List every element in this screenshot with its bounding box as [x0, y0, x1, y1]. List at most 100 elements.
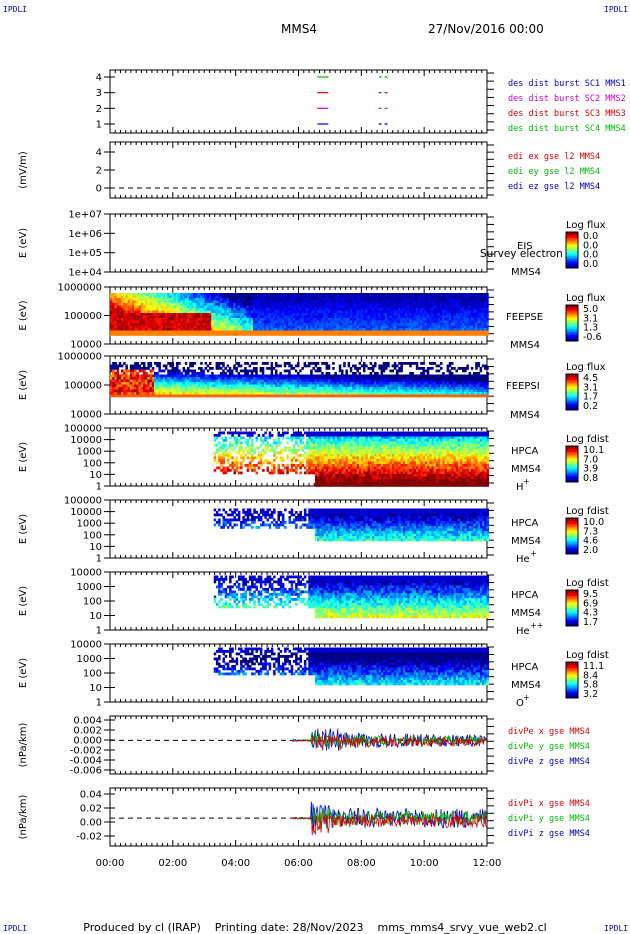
colorbar-swatch	[566, 591, 578, 594]
colorbar-swatch	[566, 311, 578, 313]
colorbar-swatch	[566, 399, 578, 402]
y-axis-label: E (eV)	[18, 300, 29, 330]
instrument-label: FEEPSE	[506, 312, 543, 323]
y-tick-label: 100000	[64, 311, 102, 322]
spectrogram	[213, 647, 489, 686]
colorbar-swatch	[566, 336, 578, 339]
colorbar-swatch	[566, 678, 578, 681]
colorbar-swatch	[566, 608, 578, 610]
y-tick-label: -0.004	[70, 756, 102, 767]
time-series-line	[292, 734, 487, 751]
colorbar-title: Log fdist	[566, 434, 609, 445]
colorbar-swatch	[566, 459, 578, 462]
y-tick-label: 0.000	[73, 736, 102, 747]
y-axis-label: E (eV)	[18, 370, 29, 400]
colorbar-swatch	[566, 309, 578, 312]
y-axis-label: E (eV)	[18, 586, 29, 616]
colorbar-swatch	[566, 338, 578, 340]
colorbar-swatch	[566, 235, 578, 237]
colorbar-tick-label: 3.2	[583, 689, 598, 700]
footer-filename: mms_mms4_srvy_vue_web2.cl	[377, 921, 547, 934]
colorbar-swatch	[566, 233, 578, 236]
colorbar-swatch	[566, 683, 578, 685]
y-tick-label: 10	[89, 611, 102, 622]
colorbar-swatch	[566, 539, 578, 541]
colorbar-swatch	[566, 593, 578, 595]
colorbar-swatch	[566, 477, 578, 480]
colorbar-swatch	[566, 256, 578, 258]
colorbar-swatch	[566, 471, 578, 474]
colorbar-swatch	[566, 612, 578, 615]
colorbar-swatch	[566, 672, 578, 675]
y-tick-label: 1e+04	[68, 268, 102, 279]
y-tick-label: -0.006	[70, 766, 102, 777]
colorbar-swatch	[566, 263, 578, 266]
colorbar-swatch	[566, 407, 578, 409]
colorbar-swatch	[566, 401, 578, 403]
colorbar-swatch	[566, 389, 578, 391]
colorbar-swatch	[566, 600, 578, 603]
colorbar-swatch	[566, 402, 578, 405]
colorbar-swatch	[566, 519, 578, 522]
legend-entry: des dist burst SC3 MMS3	[508, 109, 626, 119]
colorbar-swatch	[566, 609, 578, 612]
y-tick-label: 1000000	[57, 283, 102, 294]
colorbar-swatch	[566, 398, 578, 400]
spacecraft-label: MMS4	[510, 340, 540, 351]
y-axis-label: E (eV)	[18, 228, 29, 258]
colorbar-swatch	[566, 615, 578, 618]
colorbar-swatch	[566, 446, 578, 448]
colorbar-frame	[565, 445, 579, 483]
colorbar-tick-label: 10.1	[583, 445, 604, 456]
colorbar-swatch	[566, 551, 578, 553]
colorbar-swatch	[566, 614, 578, 616]
colorbar-swatch	[566, 305, 578, 307]
colorbar-tick-label: 0.0	[583, 231, 598, 242]
colorbar-swatch	[566, 684, 578, 687]
colorbar-tick-label: 10.0	[583, 517, 604, 528]
colorbar-swatch	[566, 531, 578, 534]
legend-entry: divPi z gse MMS4	[508, 829, 590, 839]
y-tick-label: 3	[96, 88, 102, 99]
colorbar-swatch	[566, 383, 578, 385]
colorbar-swatch	[566, 239, 578, 242]
colorbar-swatch	[566, 534, 578, 537]
y-tick-label: 100	[83, 530, 102, 541]
y-tick-label: 10000	[70, 340, 102, 351]
y-tick-label: 100	[83, 669, 102, 680]
species-charge-label: +	[523, 693, 530, 702]
colorbar-swatch	[566, 321, 578, 324]
x-tick-label: 02:00	[158, 858, 187, 869]
legend-entry: edi ex gse l2 MMS4	[508, 152, 600, 162]
colorbar-swatch	[566, 545, 578, 547]
colorbar-swatch	[566, 257, 578, 260]
y-tick-label: 100000	[64, 496, 102, 507]
spectrogram	[110, 362, 489, 398]
corner-label-top-left: IPDLI	[3, 5, 28, 14]
colorbar-swatch	[566, 392, 578, 394]
colorbar-swatch	[566, 671, 578, 673]
colorbar-tick-label: 4.5	[583, 373, 598, 384]
colorbar-tick-label: 0.0	[583, 259, 598, 270]
colorbar-swatch	[566, 543, 578, 546]
colorbar-tick-label: 0.2	[583, 401, 598, 412]
colorbar-title: Log flux	[566, 293, 606, 304]
colorbar-swatch	[566, 468, 578, 471]
colorbar-swatch	[566, 603, 578, 606]
colorbar-swatch	[566, 232, 578, 234]
date-title: 27/Nov/2016 00:00	[428, 22, 544, 36]
colorbar-swatch	[566, 618, 578, 621]
colorbar-swatch	[566, 479, 578, 481]
colorbar-swatch	[566, 327, 578, 330]
y-axis-label: E (eV)	[18, 514, 29, 544]
colorbar-tick-label: 7.0	[583, 454, 598, 465]
instrument-label: EIS	[517, 241, 533, 252]
colorbar-tick-label: 1.3	[583, 323, 598, 334]
y-tick-label: 0.002	[73, 726, 102, 737]
colorbar-swatch	[566, 689, 578, 691]
colorbar-title: Log flux	[566, 362, 606, 373]
y-tick-label: 10	[89, 470, 102, 481]
spacecraft-label: MMS4	[511, 464, 541, 475]
colorbar-swatch	[566, 395, 578, 397]
